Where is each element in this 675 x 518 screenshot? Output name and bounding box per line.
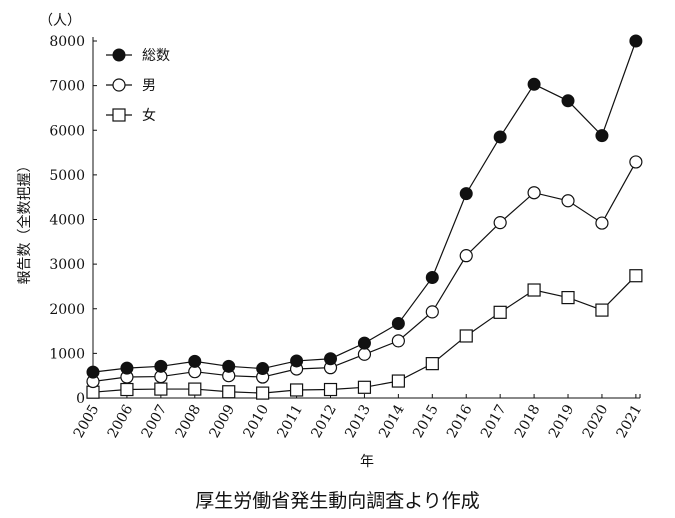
- x-axis-title: 年: [360, 454, 374, 470]
- data-point-総数: [120, 361, 134, 375]
- y-tick-label: 6000: [49, 123, 85, 139]
- data-point-女: [357, 380, 372, 394]
- x-tick-label: 2013: [342, 402, 374, 441]
- y-axis-title: 報告数（全数把握）: [16, 159, 33, 285]
- data-point-総数: [595, 129, 609, 143]
- y-tick-label: 7000: [49, 79, 85, 95]
- data-point-総数: [425, 271, 439, 285]
- x-tick-label: 2012: [308, 402, 340, 441]
- x-tick-label: 2008: [173, 402, 205, 441]
- legend-marker-総数: [112, 48, 126, 62]
- y-tick-label: 3000: [49, 257, 85, 273]
- data-point-男: [561, 194, 575, 208]
- y-tick-label: 0: [76, 391, 85, 407]
- y-tick-label: 4000: [49, 213, 85, 229]
- x-tick-label: 2016: [444, 402, 476, 441]
- data-point-男: [357, 347, 372, 361]
- data-point-女: [391, 374, 405, 388]
- x-tick-label: 2014: [376, 402, 408, 441]
- line-chart: 0 1000 2000 3000 4000 5000 6000 7000 8000 （人） 報告数（…: [16, 13, 646, 470]
- x-tick-label: 2020: [580, 402, 612, 441]
- legend-marker-女: [112, 108, 126, 122]
- y-tick-label: 8000: [49, 34, 85, 50]
- data-point-女: [256, 386, 270, 400]
- x-tick-label: 2015: [410, 402, 442, 441]
- x-tick-label: 2021: [614, 402, 646, 441]
- x-tick-label: 2011: [274, 402, 306, 441]
- data-point-男: [459, 249, 473, 263]
- data-point-総数: [527, 77, 541, 91]
- data-point-総数: [154, 359, 168, 373]
- data-point-男: [425, 305, 439, 319]
- data-point-総数: [290, 354, 304, 368]
- data-point-女: [222, 385, 236, 399]
- data-point-男: [595, 216, 609, 230]
- data-point-女: [493, 305, 507, 319]
- data-point-女: [561, 290, 575, 305]
- x-tick-label: 2009: [207, 402, 239, 441]
- data-point-総数: [391, 316, 405, 330]
- x-tick-label: 2019: [546, 402, 578, 441]
- data-point-男: [391, 334, 405, 348]
- x-tick-label: 2018: [512, 402, 544, 441]
- data-point-女: [527, 283, 541, 297]
- data-point-総数: [459, 187, 473, 201]
- data-point-女: [120, 382, 134, 397]
- x-tick-label: 2006: [105, 402, 137, 441]
- x-tick-label: 2010: [240, 402, 272, 441]
- y-tick-label: 5000: [49, 168, 85, 184]
- legend-label-女: 女: [142, 107, 156, 124]
- y-unit-label: （人）: [39, 13, 81, 29]
- data-point-男: [629, 155, 643, 169]
- data-point-総数: [561, 94, 575, 108]
- data-point-総数: [188, 354, 202, 368]
- data-point-女: [154, 382, 168, 396]
- y-tick-label: 1000: [49, 346, 85, 362]
- data-point-女: [595, 303, 609, 317]
- data-point-女: [188, 382, 202, 396]
- y-tick-label: 2000: [49, 302, 85, 318]
- x-tick-label: 2005: [71, 402, 103, 441]
- source-caption: 厚生労働省発生動向調査より作成: [195, 490, 480, 512]
- data-point-総数: [493, 130, 507, 144]
- data-point-女: [289, 383, 304, 397]
- series-line-総数: [92, 40, 637, 373]
- data-point-総数: [86, 365, 100, 379]
- data-point-女: [629, 269, 643, 283]
- legend-label-総数: 総数: [142, 48, 170, 64]
- data-point-総数: [629, 34, 643, 48]
- data-point-女: [459, 329, 473, 343]
- x-tick-label: 2007: [139, 402, 171, 441]
- x-tick-label: 2017: [478, 402, 510, 441]
- data-point-女: [323, 382, 338, 397]
- series-line-女: [92, 275, 637, 394]
- data-point-総数: [324, 352, 338, 366]
- data-point-総数: [256, 362, 270, 376]
- data-point-男: [493, 216, 507, 230]
- legend-label-男: 男: [142, 78, 156, 94]
- data-point-総数: [357, 336, 371, 350]
- data-point-男: [527, 186, 541, 200]
- data-point-総数: [222, 359, 236, 373]
- legend-marker-男: [112, 78, 126, 92]
- data-point-女: [425, 357, 439, 371]
